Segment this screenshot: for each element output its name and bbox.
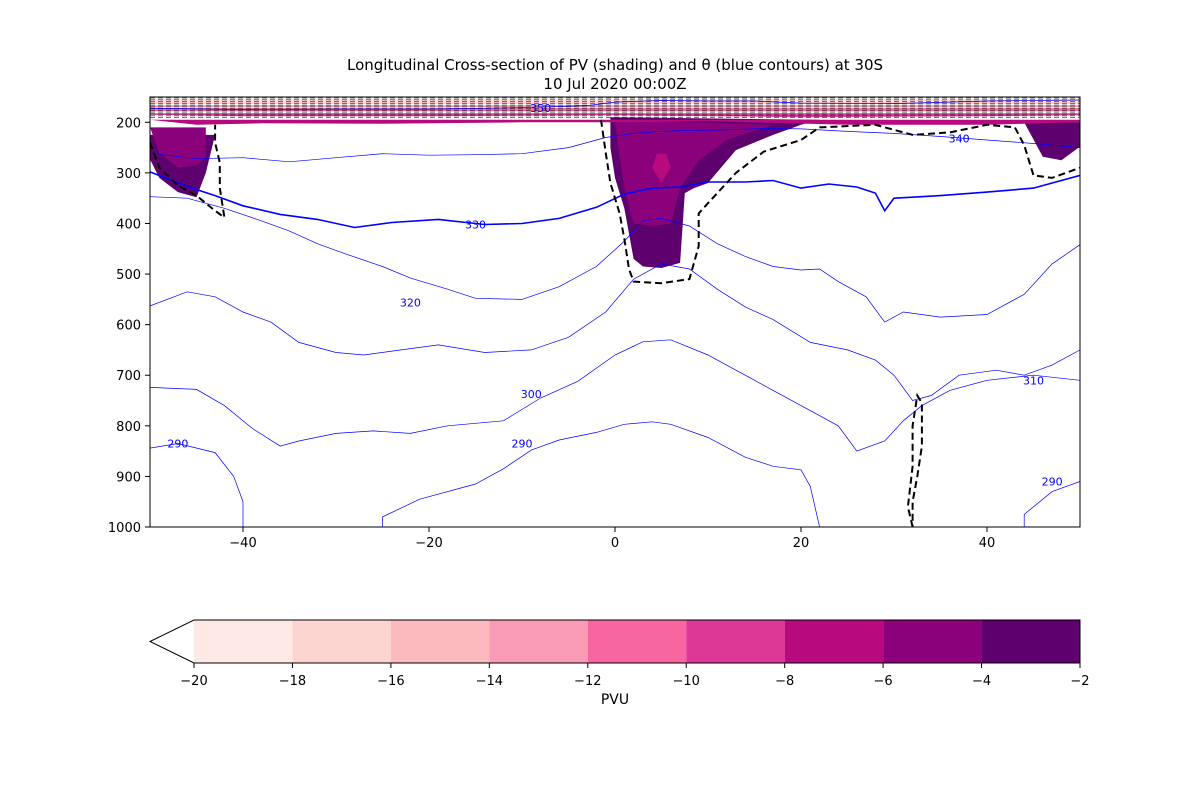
theta-contour-label: 300 xyxy=(521,388,542,401)
plot-area: 290 290 290 300 310 320 330 340 350 xyxy=(150,97,1080,527)
y-tick-label: 800 xyxy=(116,420,141,435)
pv-contour-dashed xyxy=(600,119,1080,285)
theta-contour-label: 330 xyxy=(465,218,486,231)
pv-contour-dashed xyxy=(150,124,226,220)
pv-region xyxy=(652,153,671,183)
colorbar-tick-label: −10 xyxy=(673,674,700,689)
colorbar-bin xyxy=(883,620,982,663)
colorbar-bin xyxy=(784,620,884,663)
colorbar-extend-triangle xyxy=(150,620,194,663)
y-axis: 200 300 400 500 600 700 800 900 1000 xyxy=(108,116,150,536)
theta-contour-320 xyxy=(150,196,1080,323)
pv-region xyxy=(150,119,1080,125)
colorbar-tick-label: −12 xyxy=(574,674,601,689)
colorbar-tick-label: −16 xyxy=(377,674,404,689)
colorbar-bin xyxy=(981,620,1080,663)
x-tick-label: 40 xyxy=(979,536,996,551)
x-tick-label: 20 xyxy=(793,536,810,551)
theta-contour-290 xyxy=(382,421,820,527)
colorbar-bin xyxy=(292,620,391,663)
theta-contour-350 xyxy=(150,99,1080,110)
theta-contour-290 xyxy=(150,443,244,527)
colorbar-tick-label: −14 xyxy=(476,674,503,689)
y-tick-label: 1000 xyxy=(108,521,141,536)
theta-contour-label: 340 xyxy=(949,132,970,145)
pv-contour-dashed xyxy=(906,392,923,527)
y-tick-label: 600 xyxy=(116,319,141,334)
colorbar-tick-label: −18 xyxy=(279,674,306,689)
colorbar-tick-label: −2 xyxy=(1070,674,1089,689)
colorbar-bin xyxy=(489,620,588,663)
pv-region xyxy=(150,127,206,168)
colorbar: −20 −18 −16 −14 −12 −10 −8 −6 −4 −2 xyxy=(148,619,1090,689)
x-tick-label: −40 xyxy=(229,536,256,551)
x-axis: −40 −20 0 20 40 xyxy=(229,527,995,551)
colorbar-tick-label: −6 xyxy=(874,674,893,689)
contour-labels: 290 290 290 300 310 320 330 340 350 xyxy=(167,102,1062,488)
theta-contour-330 xyxy=(150,171,1080,229)
colorbar-bin xyxy=(194,620,293,663)
x-tick-label: −20 xyxy=(415,536,442,551)
pv-region xyxy=(615,119,774,226)
pv-dashed-contours xyxy=(150,119,1080,527)
colorbar-outline xyxy=(148,619,1081,664)
y-tick-label: 400 xyxy=(116,217,141,232)
theta-contour-290 xyxy=(1023,481,1080,527)
colorbar-tick-label: −20 xyxy=(180,674,207,689)
pv-region xyxy=(1024,122,1080,161)
theta-contour-label: 310 xyxy=(1023,374,1044,387)
theta-contour-label: 320 xyxy=(400,296,421,309)
y-tick-label: 500 xyxy=(116,268,141,283)
y-tick-label: 300 xyxy=(116,167,141,182)
chart-title: Longitudinal Cross-section of PV (shadin… xyxy=(347,56,883,74)
y-tick-label: 900 xyxy=(116,470,141,485)
theta-contour-310 xyxy=(150,263,1080,401)
theta-contour-label: 290 xyxy=(167,438,188,451)
colorbar-label: PVU xyxy=(601,692,629,708)
chart-subtitle: 10 Jul 2020 00:00Z xyxy=(543,75,686,93)
theta-contour-label: 350 xyxy=(530,102,551,115)
x-tick-label: 0 xyxy=(611,536,619,551)
colorbar-bin xyxy=(390,620,490,663)
colorbar-tick-label: −4 xyxy=(972,674,991,689)
colorbar-bin xyxy=(686,620,785,663)
colorbar-bin xyxy=(587,620,687,663)
y-tick-label: 700 xyxy=(116,369,141,384)
theta-contour-300 xyxy=(150,339,1080,452)
theta-contours xyxy=(150,99,1080,527)
y-tick-label: 200 xyxy=(116,116,141,131)
colorbar-tick-label: −8 xyxy=(775,674,794,689)
theta-contour-label: 290 xyxy=(512,438,533,451)
theta-contour-label: 290 xyxy=(1042,475,1063,488)
